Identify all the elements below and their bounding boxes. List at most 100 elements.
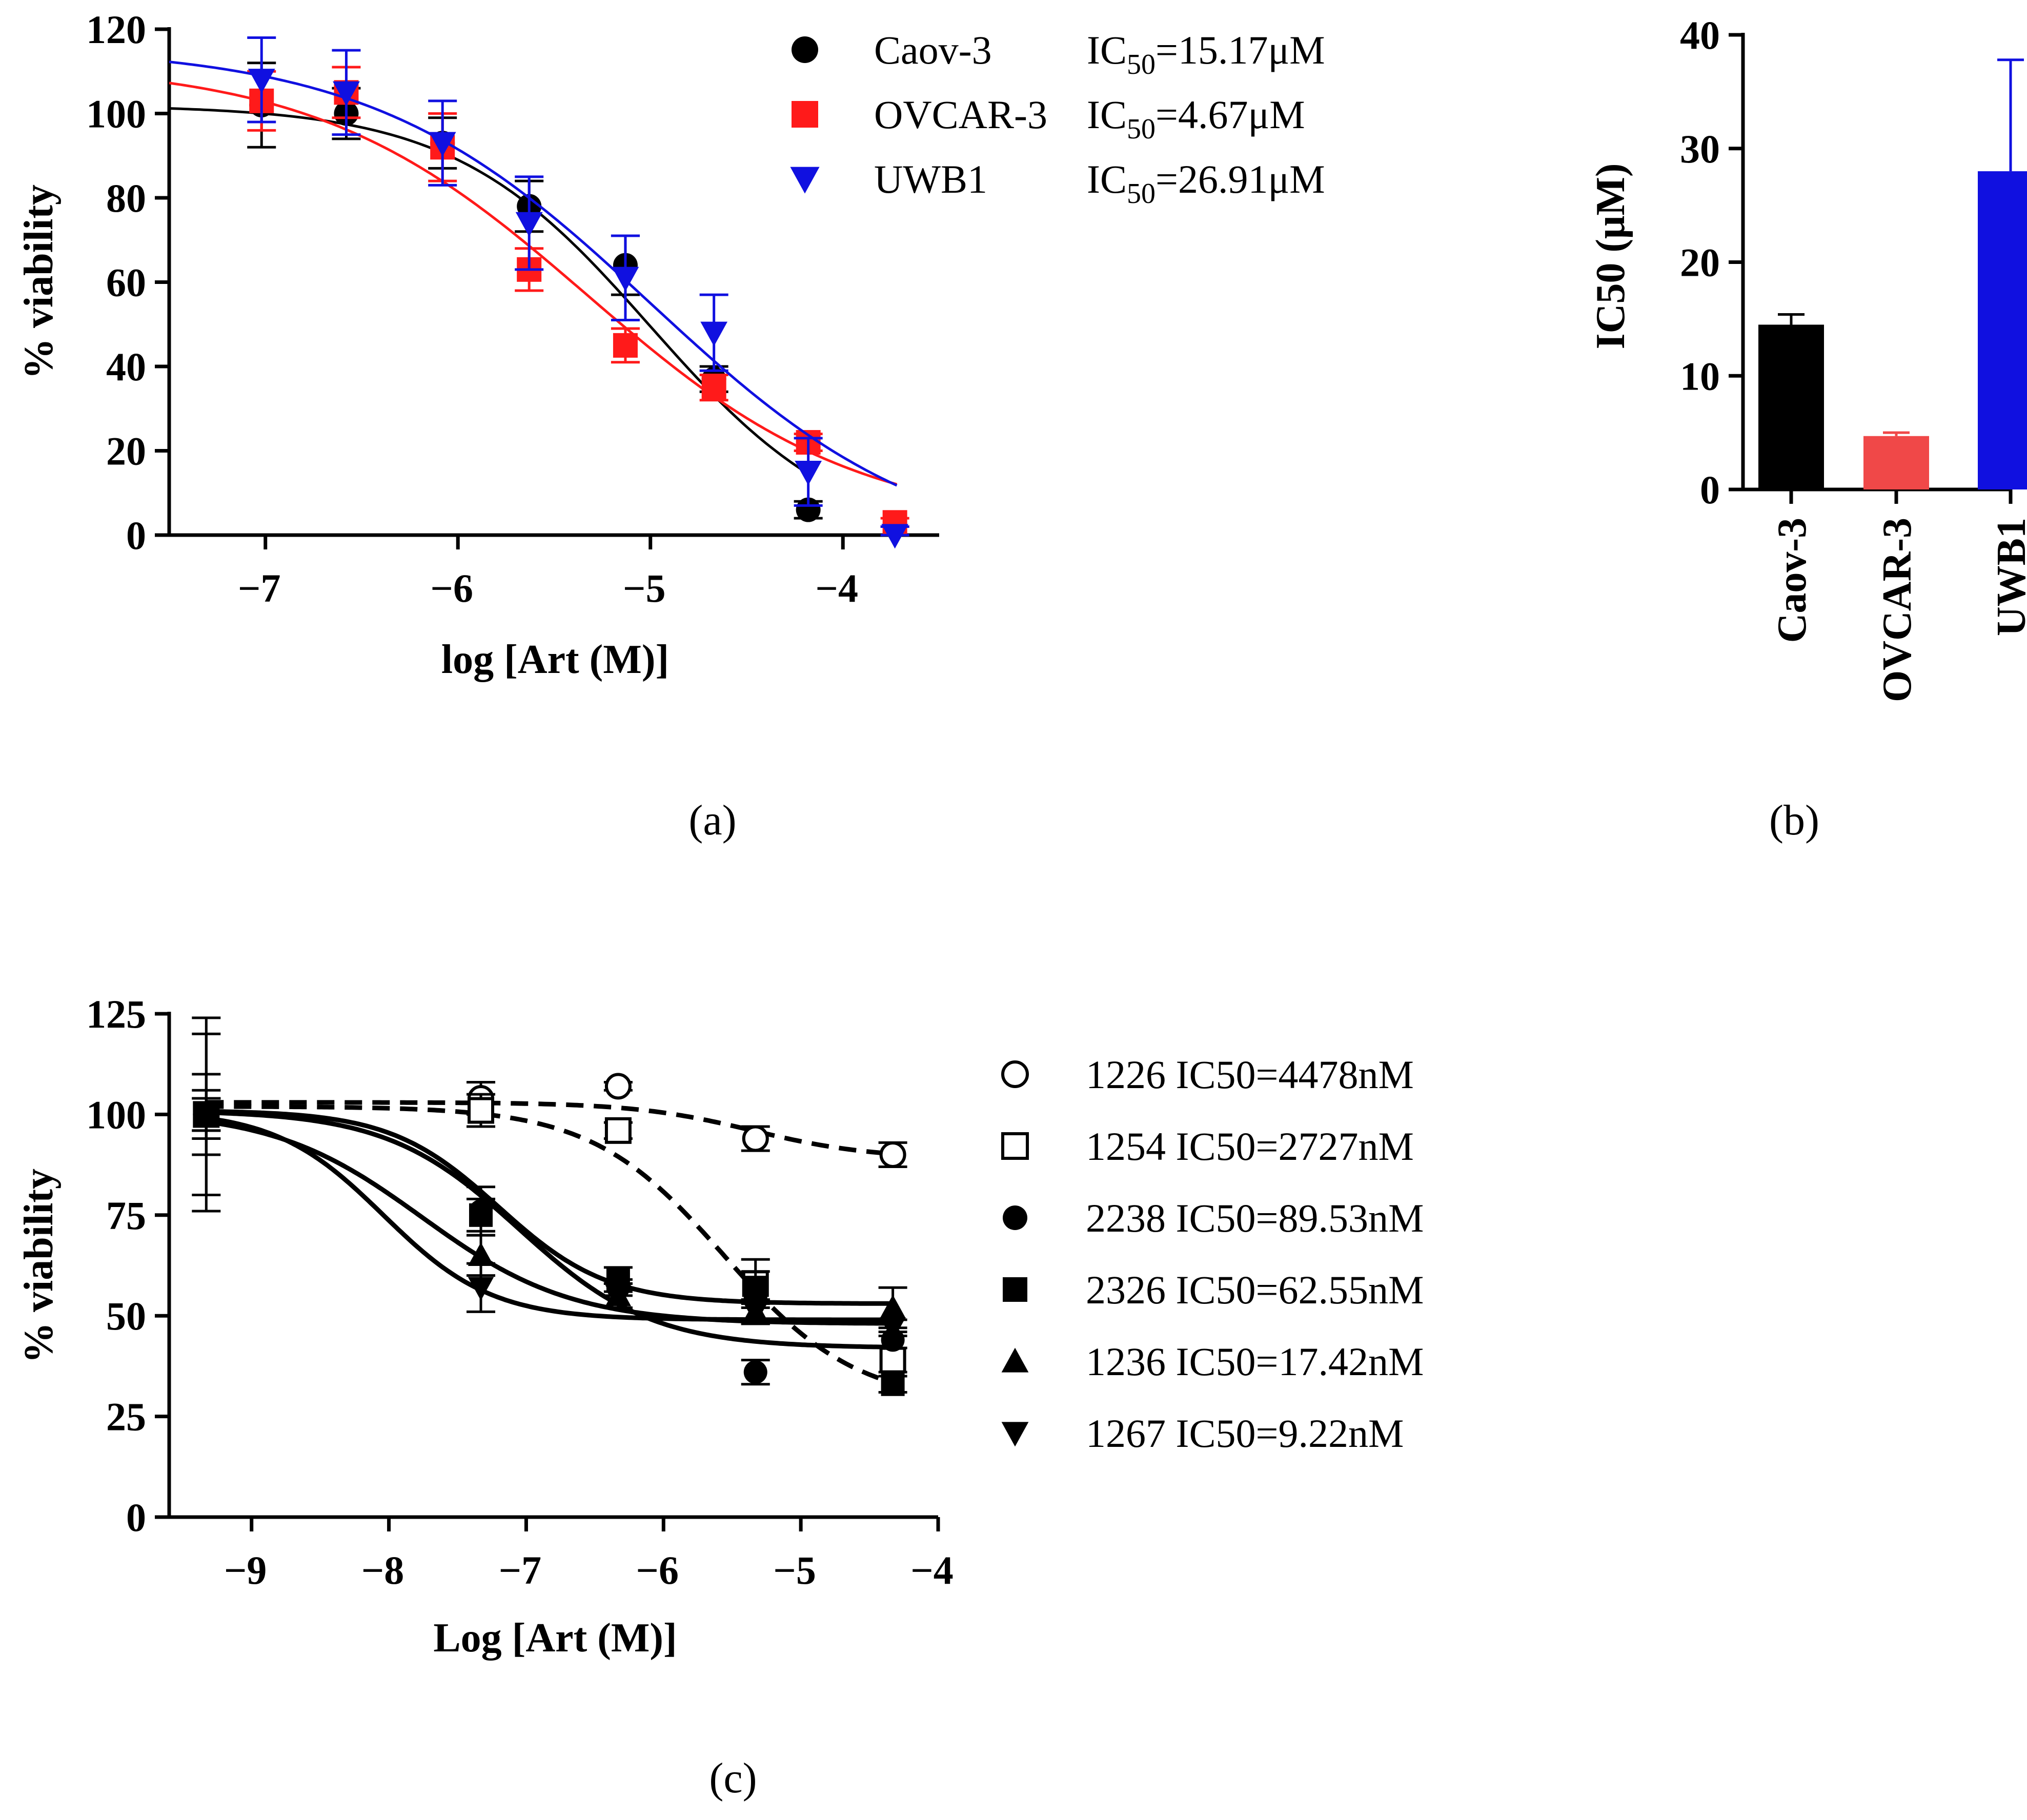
fit-curve xyxy=(206,1116,896,1322)
data-point xyxy=(700,321,728,346)
y-tick-label: 80 xyxy=(106,176,146,220)
fit-curve xyxy=(206,1109,896,1306)
legend-label: 1267 IC50=9.22nM xyxy=(1086,1411,1404,1456)
legend-marker xyxy=(792,101,818,128)
legend-marker xyxy=(1001,1347,1029,1373)
fit-curve xyxy=(206,1100,896,1157)
x-tick-label: −4 xyxy=(816,566,858,610)
data-point xyxy=(612,267,639,292)
data-point xyxy=(604,1117,632,1144)
series-uwb1 xyxy=(169,36,909,549)
ic50-value: =4.67μM xyxy=(1156,92,1305,137)
bar-caov-3 xyxy=(1758,324,1824,489)
fit-curve xyxy=(206,1104,897,1386)
series-1236 xyxy=(192,1097,907,1330)
data-point xyxy=(604,1073,632,1100)
data-point xyxy=(469,1203,493,1227)
legend-ic50: IC50=15.17μM xyxy=(1087,28,1325,80)
panel-a-chart: 0 20 40 60 80 100 120 −7 −6 −5 −4 log [Art (M)] % vi… xyxy=(16,7,1325,682)
ic50-prefix: IC xyxy=(1087,28,1127,72)
fit-curve xyxy=(169,81,898,486)
y-tick-label: 120 xyxy=(86,7,146,52)
legend-ic50: IC50=26.91μM xyxy=(1087,157,1325,210)
legend-marker xyxy=(1003,1277,1027,1302)
data-point xyxy=(743,1276,767,1300)
y-tick-label: 60 xyxy=(106,260,146,305)
x-tick-label: −6 xyxy=(636,1548,679,1592)
y-tick-label: 100 xyxy=(86,92,146,136)
panel-a-label: (a) xyxy=(688,796,736,844)
ic50-prefix: IC xyxy=(1087,157,1127,201)
data-point xyxy=(605,1285,632,1309)
legend-ic50: IC50=4.67μM xyxy=(1087,92,1305,145)
legend-marker xyxy=(790,167,820,194)
ic50-subscript: 50 xyxy=(1127,49,1156,80)
legend-label: 1226 IC50=4478nM xyxy=(1086,1052,1414,1097)
panel-c-label: (c) xyxy=(709,1754,757,1802)
data-point xyxy=(248,69,275,94)
data-point xyxy=(796,497,821,522)
series-2238 xyxy=(192,1073,907,1386)
x-tick-label: −7 xyxy=(238,566,280,610)
fit-curve xyxy=(206,1110,896,1349)
panel-c-chart: 0 25 50 75 100 125 −9 −8 −7 −6 −5 −4 Log [Art (M)] % … xyxy=(16,992,1424,1661)
fit-curve xyxy=(206,1119,896,1326)
data-point xyxy=(333,81,360,106)
y-tick-label: 75 xyxy=(106,1193,146,1238)
data-point xyxy=(880,1317,906,1341)
data-point xyxy=(468,1097,495,1124)
x-tick-label: Caov-3 xyxy=(1770,518,1815,643)
x-tick-label: −4 xyxy=(910,1548,953,1592)
y-tick-label: 125 xyxy=(86,992,146,1036)
data-point xyxy=(193,1103,219,1128)
fit-curve xyxy=(169,60,898,487)
x-tick-label: −5 xyxy=(623,566,665,610)
y-tick-label: 20 xyxy=(1680,240,1720,285)
legend-label: 2326 IC50=62.55nM xyxy=(1086,1267,1424,1312)
data-point xyxy=(515,212,543,237)
data-point xyxy=(795,461,822,486)
data-point xyxy=(881,524,909,549)
data-point xyxy=(743,1360,767,1384)
series-1267 xyxy=(192,1089,907,1341)
x-tick-label: UWB1 xyxy=(1989,518,2027,636)
y-tick-label: 10 xyxy=(1680,354,1720,398)
data-point xyxy=(742,1301,769,1325)
legend-marker xyxy=(1001,1132,1029,1160)
y-tick-label: 0 xyxy=(1700,467,1720,512)
y-axis-title: % viability xyxy=(16,185,62,379)
y-tick-label: 30 xyxy=(1680,127,1720,171)
x-tick-label: −6 xyxy=(431,566,473,610)
x-axis-title: Log [Art (M)] xyxy=(433,1615,677,1661)
y-tick-label: 25 xyxy=(106,1395,146,1439)
legend-label: OVCAR-3 xyxy=(874,92,1047,137)
y-tick-label: 100 xyxy=(86,1092,146,1137)
data-point xyxy=(429,132,456,157)
data-point xyxy=(468,1242,494,1266)
x-tick-label: −5 xyxy=(773,1548,816,1592)
x-tick-label: −9 xyxy=(224,1548,267,1592)
legend-marker xyxy=(792,36,818,63)
y-tick-label: 40 xyxy=(1680,13,1720,57)
legend-label: 2238 IC50=89.53nM xyxy=(1086,1196,1424,1240)
data-point xyxy=(879,1141,906,1168)
ic50-value: =15.17μM xyxy=(1156,28,1325,72)
y-tick-label: 40 xyxy=(106,344,146,389)
data-point xyxy=(613,333,638,358)
legend-label: Caov-3 xyxy=(874,28,992,72)
fit-curve xyxy=(169,107,813,477)
bar-uwb1 xyxy=(1978,171,2027,490)
x-axis-title: log [Art (M)] xyxy=(441,637,669,682)
legend-label: 1254 IC50=2727nM xyxy=(1086,1124,1414,1169)
data-point xyxy=(742,1125,769,1152)
data-point xyxy=(879,1346,906,1374)
series-caov-3 xyxy=(169,62,823,522)
y-axis-title: IC50 (μM) xyxy=(1588,163,1633,349)
legend-marker xyxy=(1001,1422,1029,1447)
legend-marker xyxy=(1003,1205,1027,1230)
ic50-subscript: 50 xyxy=(1127,178,1156,210)
data-point xyxy=(881,1372,905,1396)
legend-label: 1236 IC50=17.42nM xyxy=(1086,1339,1424,1384)
series-1254 xyxy=(192,1032,907,1386)
legend-label: UWB1 xyxy=(874,157,987,201)
